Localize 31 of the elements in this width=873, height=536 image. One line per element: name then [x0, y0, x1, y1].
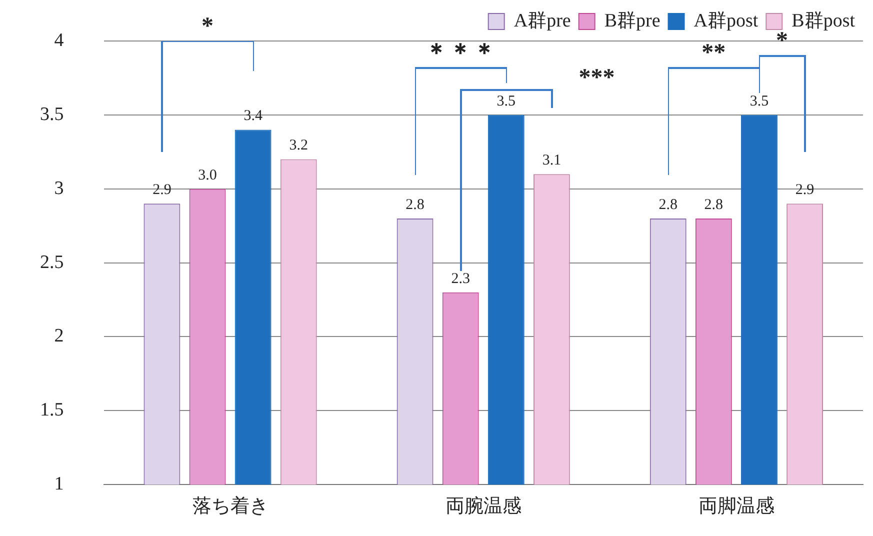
data-label: 3.5	[750, 93, 769, 110]
x-tick-label: 両腕温感	[445, 496, 522, 517]
data-label: 2.9	[152, 182, 172, 198]
y-tick-label: 2.5	[40, 252, 64, 273]
data-label: 3.1	[542, 152, 562, 169]
y-tick-label: 1.5	[40, 400, 64, 421]
legend-label: B群post	[792, 10, 856, 32]
y-tick-label: 3	[54, 178, 64, 199]
legend-label: A群pre	[514, 10, 571, 32]
data-label: 2.8	[704, 196, 724, 213]
data-label: 2.9	[795, 182, 814, 198]
annotation: ＊＊＊	[424, 40, 497, 66]
annotation: **	[702, 40, 726, 66]
x-tick-label: 落ち着き	[192, 494, 268, 517]
y-tick-label: 1	[54, 474, 64, 495]
y-tick-label: 3.5	[40, 104, 64, 125]
data-label: 3.0	[198, 167, 217, 184]
text: *	[202, 13, 214, 40]
data-label: 2.8	[658, 196, 678, 213]
annotation: *	[776, 28, 788, 54]
y-tick-label: 2	[54, 326, 64, 347]
x-tick-label: 両脚温感	[698, 496, 774, 517]
data-label: 3.5	[496, 93, 516, 110]
data-label: 3.4	[244, 108, 263, 124]
data-label: 2.3	[451, 270, 470, 287]
annotation: ***	[578, 65, 615, 92]
data-label: 3.2	[289, 138, 308, 154]
legend-label: B群pre	[604, 10, 660, 32]
y-tick-label: 4	[54, 30, 64, 51]
legend-label: A群post	[694, 10, 759, 32]
data-label: 2.8	[406, 196, 424, 213]
